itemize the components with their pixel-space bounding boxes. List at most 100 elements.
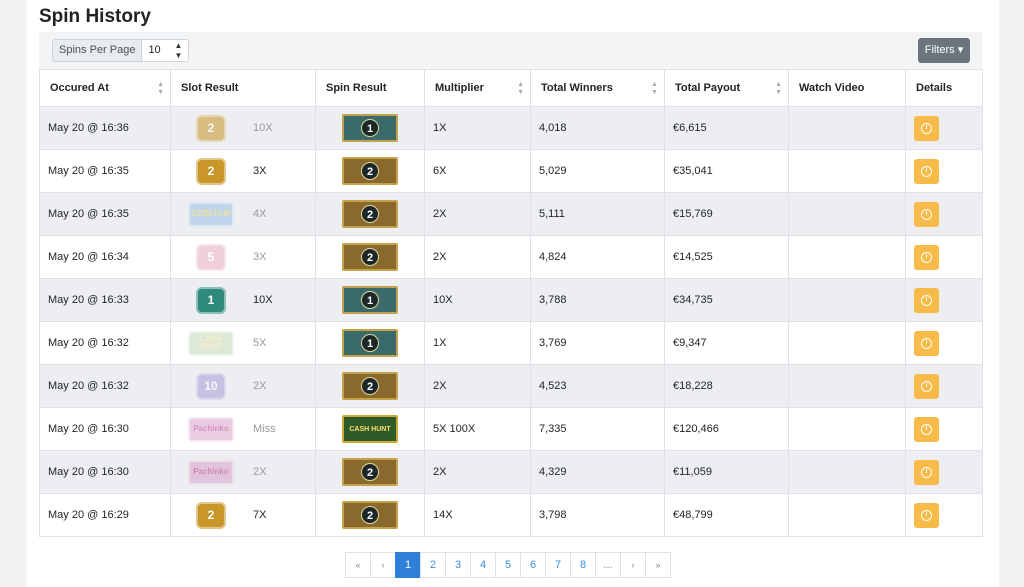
page-link[interactable]: 1 [395,552,421,578]
slot-result-icon: Pachinko [187,458,235,486]
cell-multiplier: 14X [424,493,531,537]
page-link[interactable]: » [645,552,671,578]
slot-result-icon: 10 [187,372,235,400]
cell-details: i [905,149,983,193]
spin-result-number: 1 [361,119,379,137]
filters-button[interactable]: Filters ▾ [918,38,970,63]
cell-spin-result: 1 [315,321,425,365]
cell-details: i [905,278,983,322]
cell-occured-at: May 20 @ 16:35 [39,149,171,193]
slot-result-badge: 2 [196,157,226,185]
details-button[interactable]: i [914,373,939,399]
slot-multiplier: 7X [253,509,267,521]
header-total-payout[interactable]: Total Payout ▲ ▼ [664,69,789,107]
header-total-winners[interactable]: Total Winners ▲ ▼ [530,69,665,107]
details-button[interactable]: i [914,502,939,528]
slot-multiplier: Miss [253,423,276,435]
details-button[interactable]: i [914,244,939,270]
info-icon: i [921,165,932,177]
table-row: May 20 @ 16:35 COIN FLIP 4X 2 2X 5,111 €15,769… [39,192,983,236]
header-multiplier[interactable]: Multiplier ▲ ▼ [424,69,531,107]
spin-result-number: 2 [361,463,379,481]
header-label: Slot Result [181,82,239,94]
cell-total-payout: €120,466 [664,407,789,451]
spin-result-icon: 2 [342,501,398,529]
slot-result-badge: Pachinko [188,459,234,485]
cell-occured-at: May 20 @ 16:34 [39,235,171,279]
slot-multiplier: 10X [253,294,273,306]
info-icon: i [921,337,932,349]
cell-multiplier: 2X [424,450,531,494]
cell-spin-result: 2 [315,493,425,537]
cell-multiplier: 2X [424,192,531,236]
table-row: May 20 @ 16:32 CASH HUNT 5X 1 1X 3,769 €9,347 i [39,321,983,365]
cell-spin-result: 1 [315,106,425,150]
cell-multiplier: 1X [424,106,531,150]
spin-result-number: 2 [361,377,379,395]
slot-multiplier: 4X [253,208,267,220]
cell-total-winners: 5,029 [530,149,665,193]
cell-details: i [905,106,983,150]
table-row: May 20 @ 16:29 2 7X 2 14X 3,798 €48,799 i [39,493,983,537]
cell-total-winners: 4,329 [530,450,665,494]
spins-per-page-value: 10 [148,44,161,56]
info-icon: i [921,208,932,220]
slot-multiplier: 10X [253,122,273,134]
cell-total-payout: €11,059 [664,450,789,494]
cell-total-payout: €14,525 [664,235,789,279]
page-link[interactable]: 2 [420,552,446,578]
details-button[interactable]: i [914,287,939,313]
page-title: Spin History [39,6,151,27]
slot-multiplier: 5X [253,337,267,349]
cell-watch-video [788,364,906,408]
cell-watch-video [788,493,906,537]
sort-icon: ▲ ▼ [157,81,164,96]
cell-multiplier: 2X [424,235,531,279]
cell-occured-at: May 20 @ 16:32 [39,321,171,365]
page-link[interactable]: 8 [570,552,596,578]
cell-total-winners: 3,769 [530,321,665,365]
slot-result-badge: 5 [196,243,226,271]
page-link[interactable]: 7 [545,552,571,578]
slot-result-icon: 2 [187,114,235,142]
page-link[interactable]: 3 [445,552,471,578]
slot-result-icon: 2 [187,501,235,529]
table-header-row: Occured At ▲ ▼ Slot Result Spin Result Mul… [39,69,983,107]
cell-slot-result: 1 10X [170,278,316,322]
slot-multiplier: 3X [253,165,267,177]
cell-spin-result: CASH HUNT [315,407,425,451]
spin-result-icon: 1 [342,114,398,142]
toolbar: Spins Per Page 10 ▲ ▼ Filters ▾ [39,32,982,69]
cell-watch-video [788,278,906,322]
page-link[interactable]: « [345,552,371,578]
spins-per-page-select[interactable]: 10 ▲ ▼ [142,40,189,61]
details-button[interactable]: i [914,115,939,141]
page-link[interactable]: ... [595,552,621,578]
page-link[interactable]: › [620,552,646,578]
cell-slot-result: Pachinko Miss [170,407,316,451]
cell-total-winners: 4,523 [530,364,665,408]
header-occured-at[interactable]: Occured At ▲ ▼ [39,69,171,107]
cell-occured-at: May 20 @ 16:30 [39,407,171,451]
cell-slot-result: 2 3X [170,149,316,193]
cell-watch-video [788,192,906,236]
page-link[interactable]: 5 [495,552,521,578]
slot-result-icon: COIN FLIP [187,200,235,228]
details-button[interactable]: i [914,158,939,184]
details-button[interactable]: i [914,201,939,227]
cell-total-payout: €48,799 [664,493,789,537]
cell-slot-result: Pachinko 2X [170,450,316,494]
details-button[interactable]: i [914,330,939,356]
cell-spin-result: 2 [315,149,425,193]
details-button[interactable]: i [914,459,939,485]
details-button[interactable]: i [914,416,939,442]
page-link[interactable]: ‹ [370,552,396,578]
spin-history-table: Occured At ▲ ▼ Slot Result Spin Result Mul… [39,69,983,537]
slot-multiplier: 3X [253,251,267,263]
header-label: Watch Video [799,82,865,94]
cell-details: i [905,364,983,408]
page-link[interactable]: 4 [470,552,496,578]
cell-details: i [905,192,983,236]
page-link[interactable]: 6 [520,552,546,578]
cell-multiplier: 10X [424,278,531,322]
